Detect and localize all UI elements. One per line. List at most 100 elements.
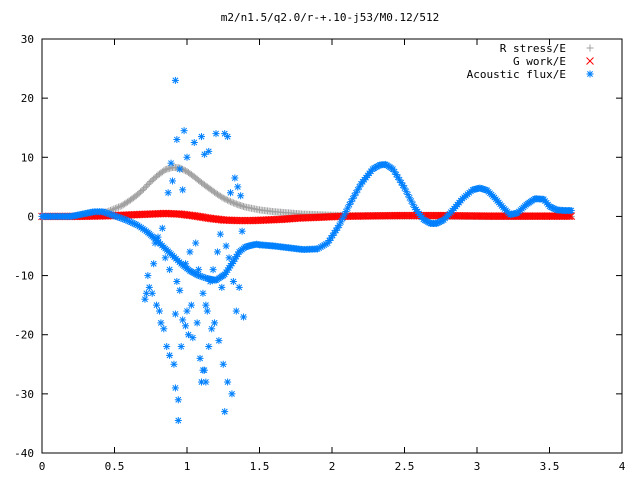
y-tick-label: -10 — [14, 270, 34, 283]
x-tick-label: 1.5 — [250, 460, 270, 473]
data-point — [160, 325, 168, 333]
legend-label: G work/E — [513, 55, 566, 68]
data-point — [229, 277, 237, 285]
data-point — [219, 194, 227, 202]
data-point — [202, 378, 210, 386]
data-point — [176, 286, 184, 294]
data-point — [138, 187, 146, 195]
data-point — [567, 212, 576, 220]
data-point — [176, 165, 184, 173]
data-point — [227, 189, 234, 197]
x-tick-label: 0 — [39, 460, 46, 473]
data-point — [225, 254, 233, 262]
data-point — [160, 167, 168, 175]
data-point — [110, 205, 118, 213]
data-point — [234, 183, 242, 191]
data-point — [235, 283, 243, 291]
data-point — [144, 272, 152, 280]
data-point — [167, 159, 175, 167]
x-tick-label: 1 — [184, 460, 191, 473]
data-point — [190, 139, 198, 146]
data-point — [216, 230, 224, 238]
data-point — [222, 242, 230, 250]
data-point — [237, 192, 245, 200]
data-point — [111, 204, 119, 212]
data-point — [206, 277, 214, 285]
data-point — [183, 153, 191, 161]
data-point — [177, 343, 185, 351]
data-point — [113, 204, 121, 212]
data-point — [142, 182, 150, 190]
data-point — [141, 184, 149, 192]
data-point — [170, 360, 178, 368]
data-point — [203, 307, 211, 315]
y-tick-label: 10 — [21, 151, 34, 164]
data-point — [195, 266, 203, 274]
data-point — [231, 174, 239, 182]
data-point — [227, 198, 234, 206]
data-point — [199, 366, 207, 374]
data-point — [205, 343, 213, 351]
data-point — [163, 343, 171, 351]
data-point — [184, 331, 192, 339]
data-point — [166, 266, 174, 274]
y-tick-label: -40 — [14, 447, 34, 460]
data-point — [205, 147, 213, 155]
data-point — [140, 185, 147, 193]
data-point — [150, 260, 158, 268]
data-point — [183, 307, 191, 315]
data-point — [208, 325, 216, 333]
data-point — [228, 198, 236, 206]
data-point — [180, 127, 188, 135]
data-point — [231, 199, 239, 207]
data-point — [219, 360, 227, 368]
data-point — [145, 179, 153, 187]
data-point — [224, 196, 232, 204]
y-tick-label: -30 — [14, 388, 34, 401]
data-point — [218, 193, 226, 201]
data-point — [182, 167, 190, 175]
data-point — [238, 227, 246, 235]
y-tick-label: 20 — [21, 92, 34, 105]
data-point — [232, 200, 240, 208]
data-point — [171, 76, 179, 84]
data-point — [342, 208, 350, 215]
data-point — [116, 202, 124, 210]
data-point — [240, 313, 248, 321]
data-marks — [38, 76, 576, 424]
data-point — [211, 319, 219, 327]
data-point — [209, 266, 217, 274]
data-point — [200, 150, 208, 158]
data-point — [151, 239, 159, 247]
data-point — [182, 322, 190, 330]
data-point — [179, 316, 187, 324]
data-point — [169, 177, 176, 185]
data-point — [224, 378, 232, 386]
data-point — [153, 301, 161, 309]
data-point — [171, 310, 179, 318]
data-point — [213, 248, 221, 256]
legend-marker — [586, 70, 594, 78]
legend-marker — [586, 44, 594, 52]
x-tick-label: 3.5 — [540, 460, 560, 473]
data-point — [202, 301, 210, 309]
data-point — [212, 130, 220, 138]
data-point — [219, 272, 227, 280]
data-point — [174, 416, 182, 424]
axes: 0 0.5 1 1.5 2 2.5 3 3.5 4 -40 -30 -20 -10 0 10 20 30 — [14, 33, 626, 473]
data-point — [224, 133, 232, 141]
x-tick-label: 3 — [474, 460, 481, 473]
data-point — [182, 260, 190, 268]
x-tick-label: 0.5 — [105, 460, 125, 473]
data-point — [409, 200, 417, 208]
data-point — [141, 295, 149, 303]
data-point — [180, 166, 188, 174]
data-point — [164, 189, 172, 197]
data-point — [193, 319, 201, 327]
chart-title: m2/n1.5/q2.0/r-+.10-j53/M0.12/512 — [221, 11, 440, 24]
data-point — [222, 196, 230, 204]
data-point — [199, 289, 207, 297]
x-tick-label: 2 — [329, 460, 336, 473]
data-point — [155, 307, 163, 315]
